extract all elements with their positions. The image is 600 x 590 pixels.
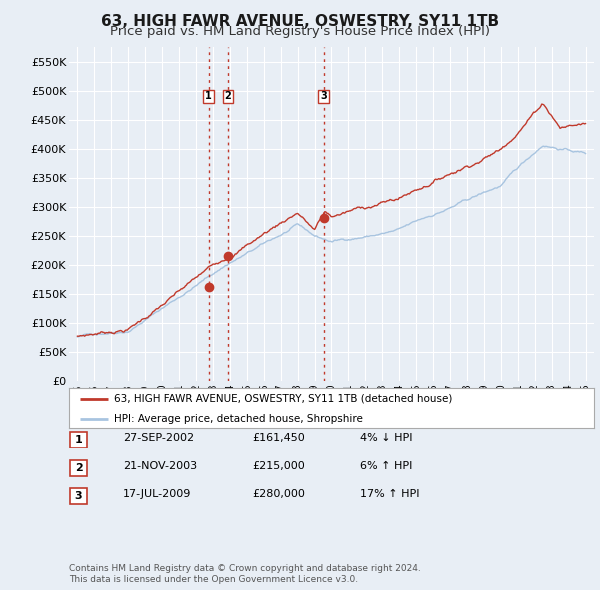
Text: 6% ↑ HPI: 6% ↑ HPI bbox=[360, 461, 412, 471]
FancyBboxPatch shape bbox=[70, 489, 87, 504]
Text: £161,450: £161,450 bbox=[252, 433, 305, 442]
Text: 17-JUL-2009: 17-JUL-2009 bbox=[123, 490, 191, 499]
Text: 1: 1 bbox=[205, 91, 212, 101]
Text: £215,000: £215,000 bbox=[252, 461, 305, 471]
Text: 63, HIGH FAWR AVENUE, OSWESTRY, SY11 1TB (detached house): 63, HIGH FAWR AVENUE, OSWESTRY, SY11 1TB… bbox=[113, 394, 452, 404]
Text: £280,000: £280,000 bbox=[252, 490, 305, 499]
Text: Contains HM Land Registry data © Crown copyright and database right 2024.: Contains HM Land Registry data © Crown c… bbox=[69, 565, 421, 573]
Text: Price paid vs. HM Land Registry's House Price Index (HPI): Price paid vs. HM Land Registry's House … bbox=[110, 25, 490, 38]
Text: 17% ↑ HPI: 17% ↑ HPI bbox=[360, 490, 419, 499]
Text: 63, HIGH FAWR AVENUE, OSWESTRY, SY11 1TB: 63, HIGH FAWR AVENUE, OSWESTRY, SY11 1TB bbox=[101, 14, 499, 28]
Text: 4% ↓ HPI: 4% ↓ HPI bbox=[360, 433, 413, 442]
Text: 3: 3 bbox=[75, 491, 82, 501]
FancyBboxPatch shape bbox=[70, 432, 87, 447]
Text: 2: 2 bbox=[224, 91, 232, 101]
Text: 2: 2 bbox=[75, 463, 82, 473]
FancyBboxPatch shape bbox=[70, 460, 87, 476]
Text: This data is licensed under the Open Government Licence v3.0.: This data is licensed under the Open Gov… bbox=[69, 575, 358, 584]
Text: 1: 1 bbox=[75, 435, 82, 444]
Text: 3: 3 bbox=[320, 91, 327, 101]
Text: 21-NOV-2003: 21-NOV-2003 bbox=[123, 461, 197, 471]
Text: 27-SEP-2002: 27-SEP-2002 bbox=[123, 433, 194, 442]
Text: HPI: Average price, detached house, Shropshire: HPI: Average price, detached house, Shro… bbox=[113, 414, 362, 424]
